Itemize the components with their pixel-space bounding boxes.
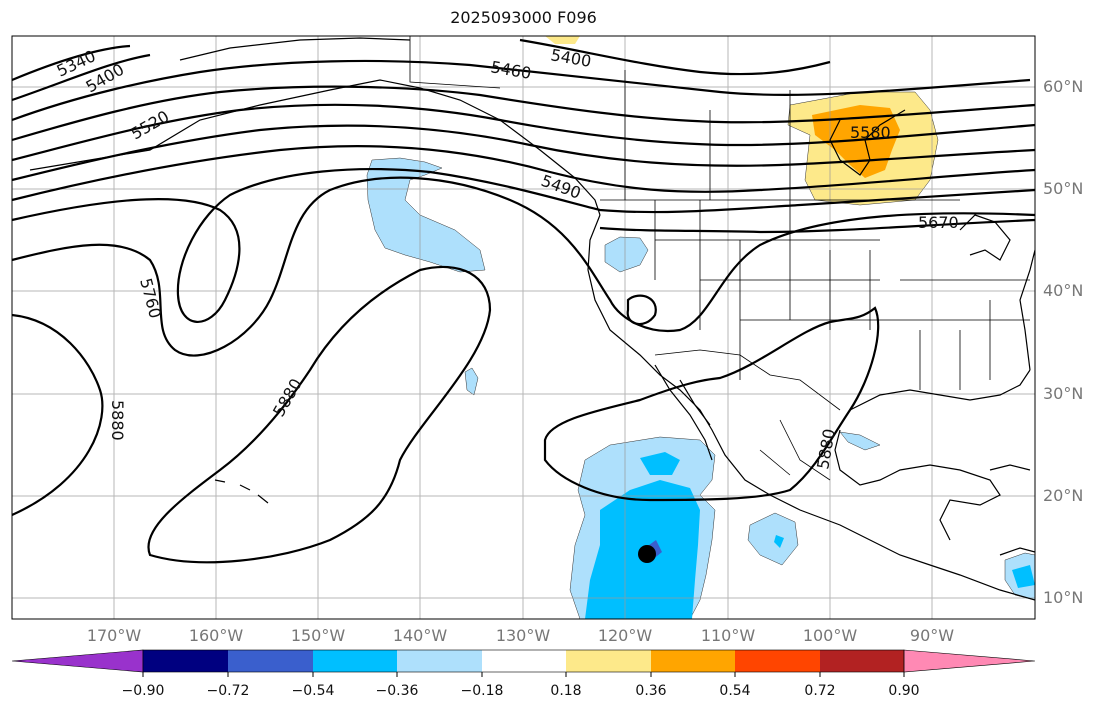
warm-area-top xyxy=(545,36,580,44)
colorbar-swatch xyxy=(397,650,482,672)
cool-area-nevada xyxy=(604,236,649,273)
coast-hudson xyxy=(829,109,906,176)
colorbar-swatch xyxy=(482,650,566,672)
lon-tick-label: 100°W xyxy=(802,626,858,645)
coast-gulf xyxy=(834,429,1001,541)
colorbar xyxy=(11,649,1036,677)
lon-tick-label: 130°W xyxy=(495,626,551,645)
contour-5880-east xyxy=(543,306,880,502)
border-alaska xyxy=(409,36,501,89)
contour-5880-west xyxy=(147,265,492,564)
colorbar-extend-high xyxy=(903,649,1036,673)
coast-great-lakes xyxy=(959,214,1011,261)
border-us-mexico xyxy=(654,349,841,411)
coast-gulf-us xyxy=(849,369,1031,411)
chart-title: 2025093000 F096 xyxy=(450,8,597,27)
coast-alaska-north xyxy=(179,37,411,61)
lat-tick-label: 50°N xyxy=(1043,179,1084,198)
contour-5340 xyxy=(11,44,131,82)
lat-tick-label: 10°N xyxy=(1043,588,1084,607)
cool-area-pacific xyxy=(366,157,486,273)
colorbar-tick-label: −0.90 xyxy=(121,683,165,699)
contour-5400-north xyxy=(519,38,831,76)
colorbar-tick-label: −0.18 xyxy=(460,683,504,699)
colorbar-swatch xyxy=(651,650,735,672)
coast-east-us xyxy=(1019,249,1036,371)
lat-tick-label: 60°N xyxy=(1043,77,1084,96)
colorbar-tick-label: −0.54 xyxy=(291,683,335,699)
colorbar-tick-label: 0.54 xyxy=(719,683,751,699)
contour-5580a xyxy=(11,103,1036,162)
colorbar-swatch xyxy=(313,650,397,672)
colorbar-swatch xyxy=(735,650,820,672)
colorbar-swatch xyxy=(566,650,651,672)
lat-tick-label: 20°N xyxy=(1043,486,1084,505)
contour-label: 5580 xyxy=(850,123,891,142)
contour-5460 xyxy=(11,59,1031,122)
contour-label: 5880 xyxy=(108,400,127,441)
map-frame xyxy=(11,35,1036,620)
coast-west-us xyxy=(587,214,771,496)
colorbar-swatch xyxy=(228,650,313,672)
lat-tick-label: 40°N xyxy=(1043,281,1084,300)
coast-baja xyxy=(654,364,713,461)
cool-area-tropical-top xyxy=(640,452,680,475)
colorbar-extend-low xyxy=(11,649,144,673)
contour-5400-west xyxy=(11,53,151,102)
cool-area-offshore-core xyxy=(774,535,784,548)
contour-5520 xyxy=(11,85,1036,142)
lon-tick-label: 110°W xyxy=(700,626,756,645)
cool-area-offshore xyxy=(747,512,799,566)
border-us-states xyxy=(654,200,1030,390)
coast-caribbean xyxy=(989,464,1036,556)
storm-center-marker xyxy=(638,545,656,563)
contour-5880-north xyxy=(599,218,1036,234)
coast-mexico xyxy=(769,494,1036,601)
political-borders xyxy=(409,36,1030,481)
lat-tick-label: 30°N xyxy=(1043,384,1084,403)
lon-tick-label: 150°W xyxy=(290,626,346,645)
contour-5820 xyxy=(11,313,104,517)
lon-tick-label: 90°W xyxy=(909,626,955,645)
lon-tick-label: 170°W xyxy=(86,626,142,645)
contour-5700 xyxy=(11,168,1036,323)
contour-5880-small xyxy=(626,294,657,326)
colorbar-swatch xyxy=(820,650,904,672)
colorbar-swatch xyxy=(143,650,228,672)
contour-5580b xyxy=(11,124,1036,182)
lon-tick-label: 160°W xyxy=(188,626,244,645)
height-contours xyxy=(11,38,1036,564)
coast-hawaii xyxy=(214,479,269,504)
gridlines xyxy=(12,36,1035,619)
contour-label: 5670 xyxy=(918,213,959,232)
cool-area-small xyxy=(464,367,479,396)
border-mexico-states xyxy=(759,419,831,481)
contour-5760 xyxy=(11,176,1036,357)
lon-tick-label: 140°W xyxy=(392,626,448,645)
colorbar-tick-label: −0.72 xyxy=(206,683,250,699)
coast-alaska xyxy=(29,79,601,216)
colorbar-tick-label: 0.90 xyxy=(888,683,920,699)
lon-tick-label: 120°W xyxy=(597,626,653,645)
colorbar-tick-label: −0.36 xyxy=(375,683,419,699)
colorbar-tick-label: 0.72 xyxy=(804,683,836,699)
colorbar-tick-label: 0.36 xyxy=(635,683,667,699)
coastlines xyxy=(29,37,1036,601)
border-canada-provinces xyxy=(624,70,791,200)
cool-area-caribbean-core xyxy=(1012,565,1035,588)
cool-area-gulf xyxy=(839,431,881,451)
contour-5640 xyxy=(11,145,1036,202)
colorbar-tick-label: 0.18 xyxy=(550,683,582,699)
